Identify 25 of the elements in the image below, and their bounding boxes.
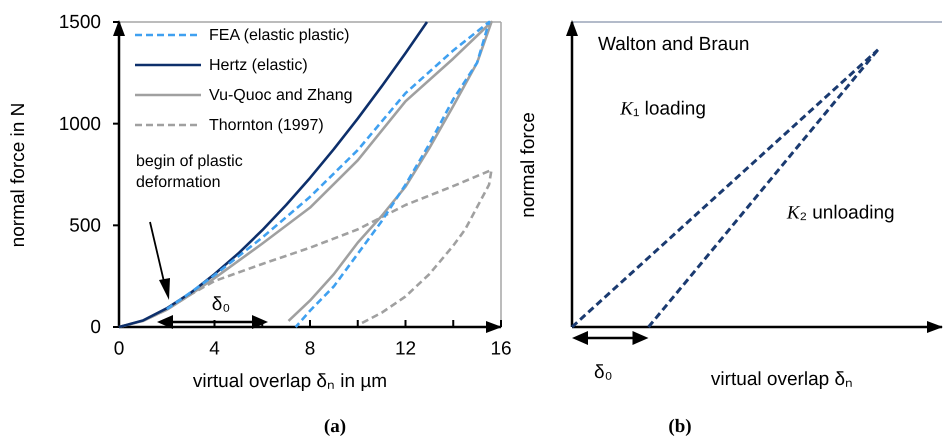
text: δ₀ — [594, 362, 612, 383]
legend-label: Hertz (elastic) — [209, 57, 308, 74]
x-tick-label: 8 — [304, 338, 316, 360]
annotation: begin of plastic deformation — [136, 153, 243, 191]
x-tick-label: 0 — [114, 338, 124, 360]
x-tick-label: 12 — [394, 338, 416, 360]
y-tick-label: 1500 — [58, 12, 101, 34]
chart-title: Walton and Braun — [598, 34, 750, 55]
text: (b) — [668, 416, 692, 437]
x-tick-label: 16 — [490, 338, 512, 360]
annotation: K₂ unloading — [786, 202, 895, 224]
y-tick-label: 500 — [69, 215, 101, 236]
legend-label: Vu-Quoc and Zhang — [209, 87, 352, 104]
text: (a) — [324, 416, 346, 437]
legend-label: FEA (elastic plastic) — [209, 27, 350, 44]
annotation: δ₀ — [212, 294, 230, 315]
y-axis-title: normal force — [518, 112, 539, 218]
annotation: K₁ loading — [619, 98, 706, 120]
x-axis-title: virtual overlap δₙ in µm — [192, 371, 388, 392]
y-axis-title: normal force in N — [8, 102, 29, 248]
x-tick-label: 4 — [209, 338, 220, 360]
y-tick-label: 1000 — [58, 114, 101, 135]
x-axis-title: virtual overlap δₙ — [710, 369, 854, 390]
y-tick-label: 0 — [90, 317, 101, 338]
legend-label: Thornton (1997) — [209, 117, 324, 134]
